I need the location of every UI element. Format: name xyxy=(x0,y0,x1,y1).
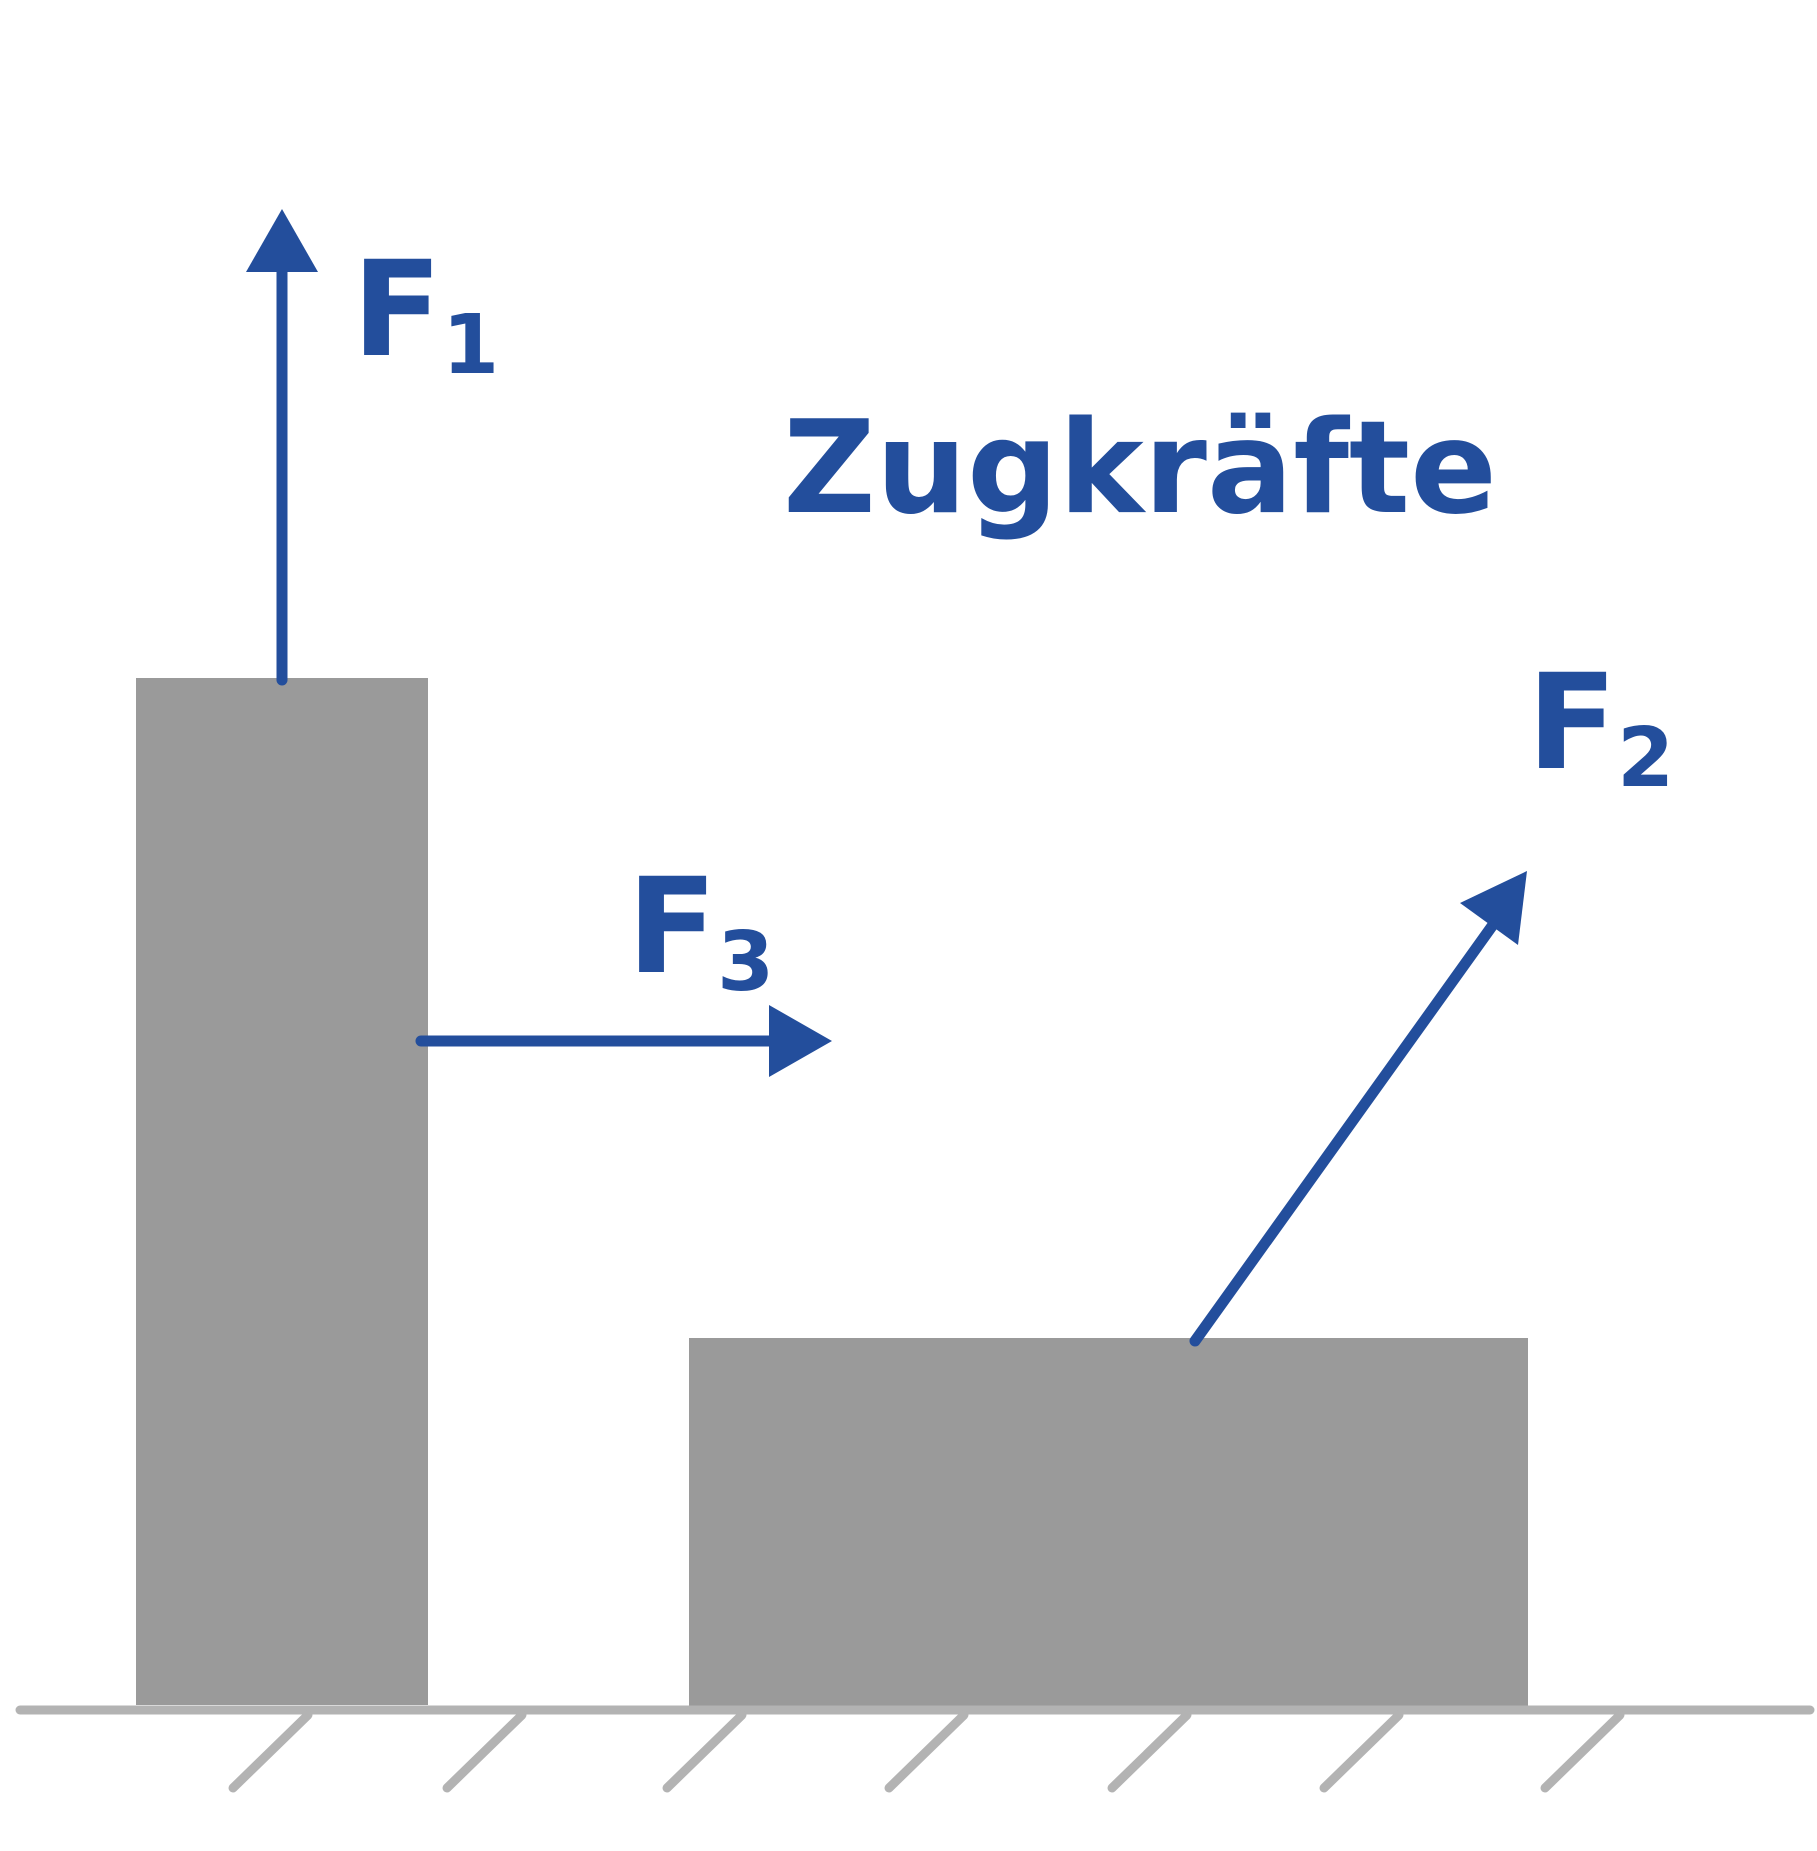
force-index-f3: 3 xyxy=(717,915,774,1010)
ground-hatch xyxy=(1319,1710,1404,1793)
tall-block xyxy=(136,678,428,1705)
ground-hatch xyxy=(1107,1710,1192,1793)
ground xyxy=(15,1705,1815,1793)
force-label-f1: F1 xyxy=(352,233,499,393)
force-label-f3: F3 xyxy=(627,850,774,1010)
force-index-f2: 2 xyxy=(1617,711,1674,806)
force-index-f1: 1 xyxy=(442,298,499,393)
ground-hatch xyxy=(662,1710,747,1793)
ground-hatch xyxy=(228,1710,313,1793)
force-arrow-f2 xyxy=(1189,871,1527,1347)
ground-hatch xyxy=(1540,1710,1625,1793)
diagram-title: Zugkräfte xyxy=(783,394,1497,543)
force-arrow-f1 xyxy=(246,209,318,686)
force-arrow-f3 xyxy=(415,1005,832,1077)
force-label-f2: F2 xyxy=(1527,646,1674,806)
ground-hatch xyxy=(884,1710,969,1793)
ground-hatch xyxy=(442,1710,527,1793)
wide-block xyxy=(689,1338,1528,1708)
